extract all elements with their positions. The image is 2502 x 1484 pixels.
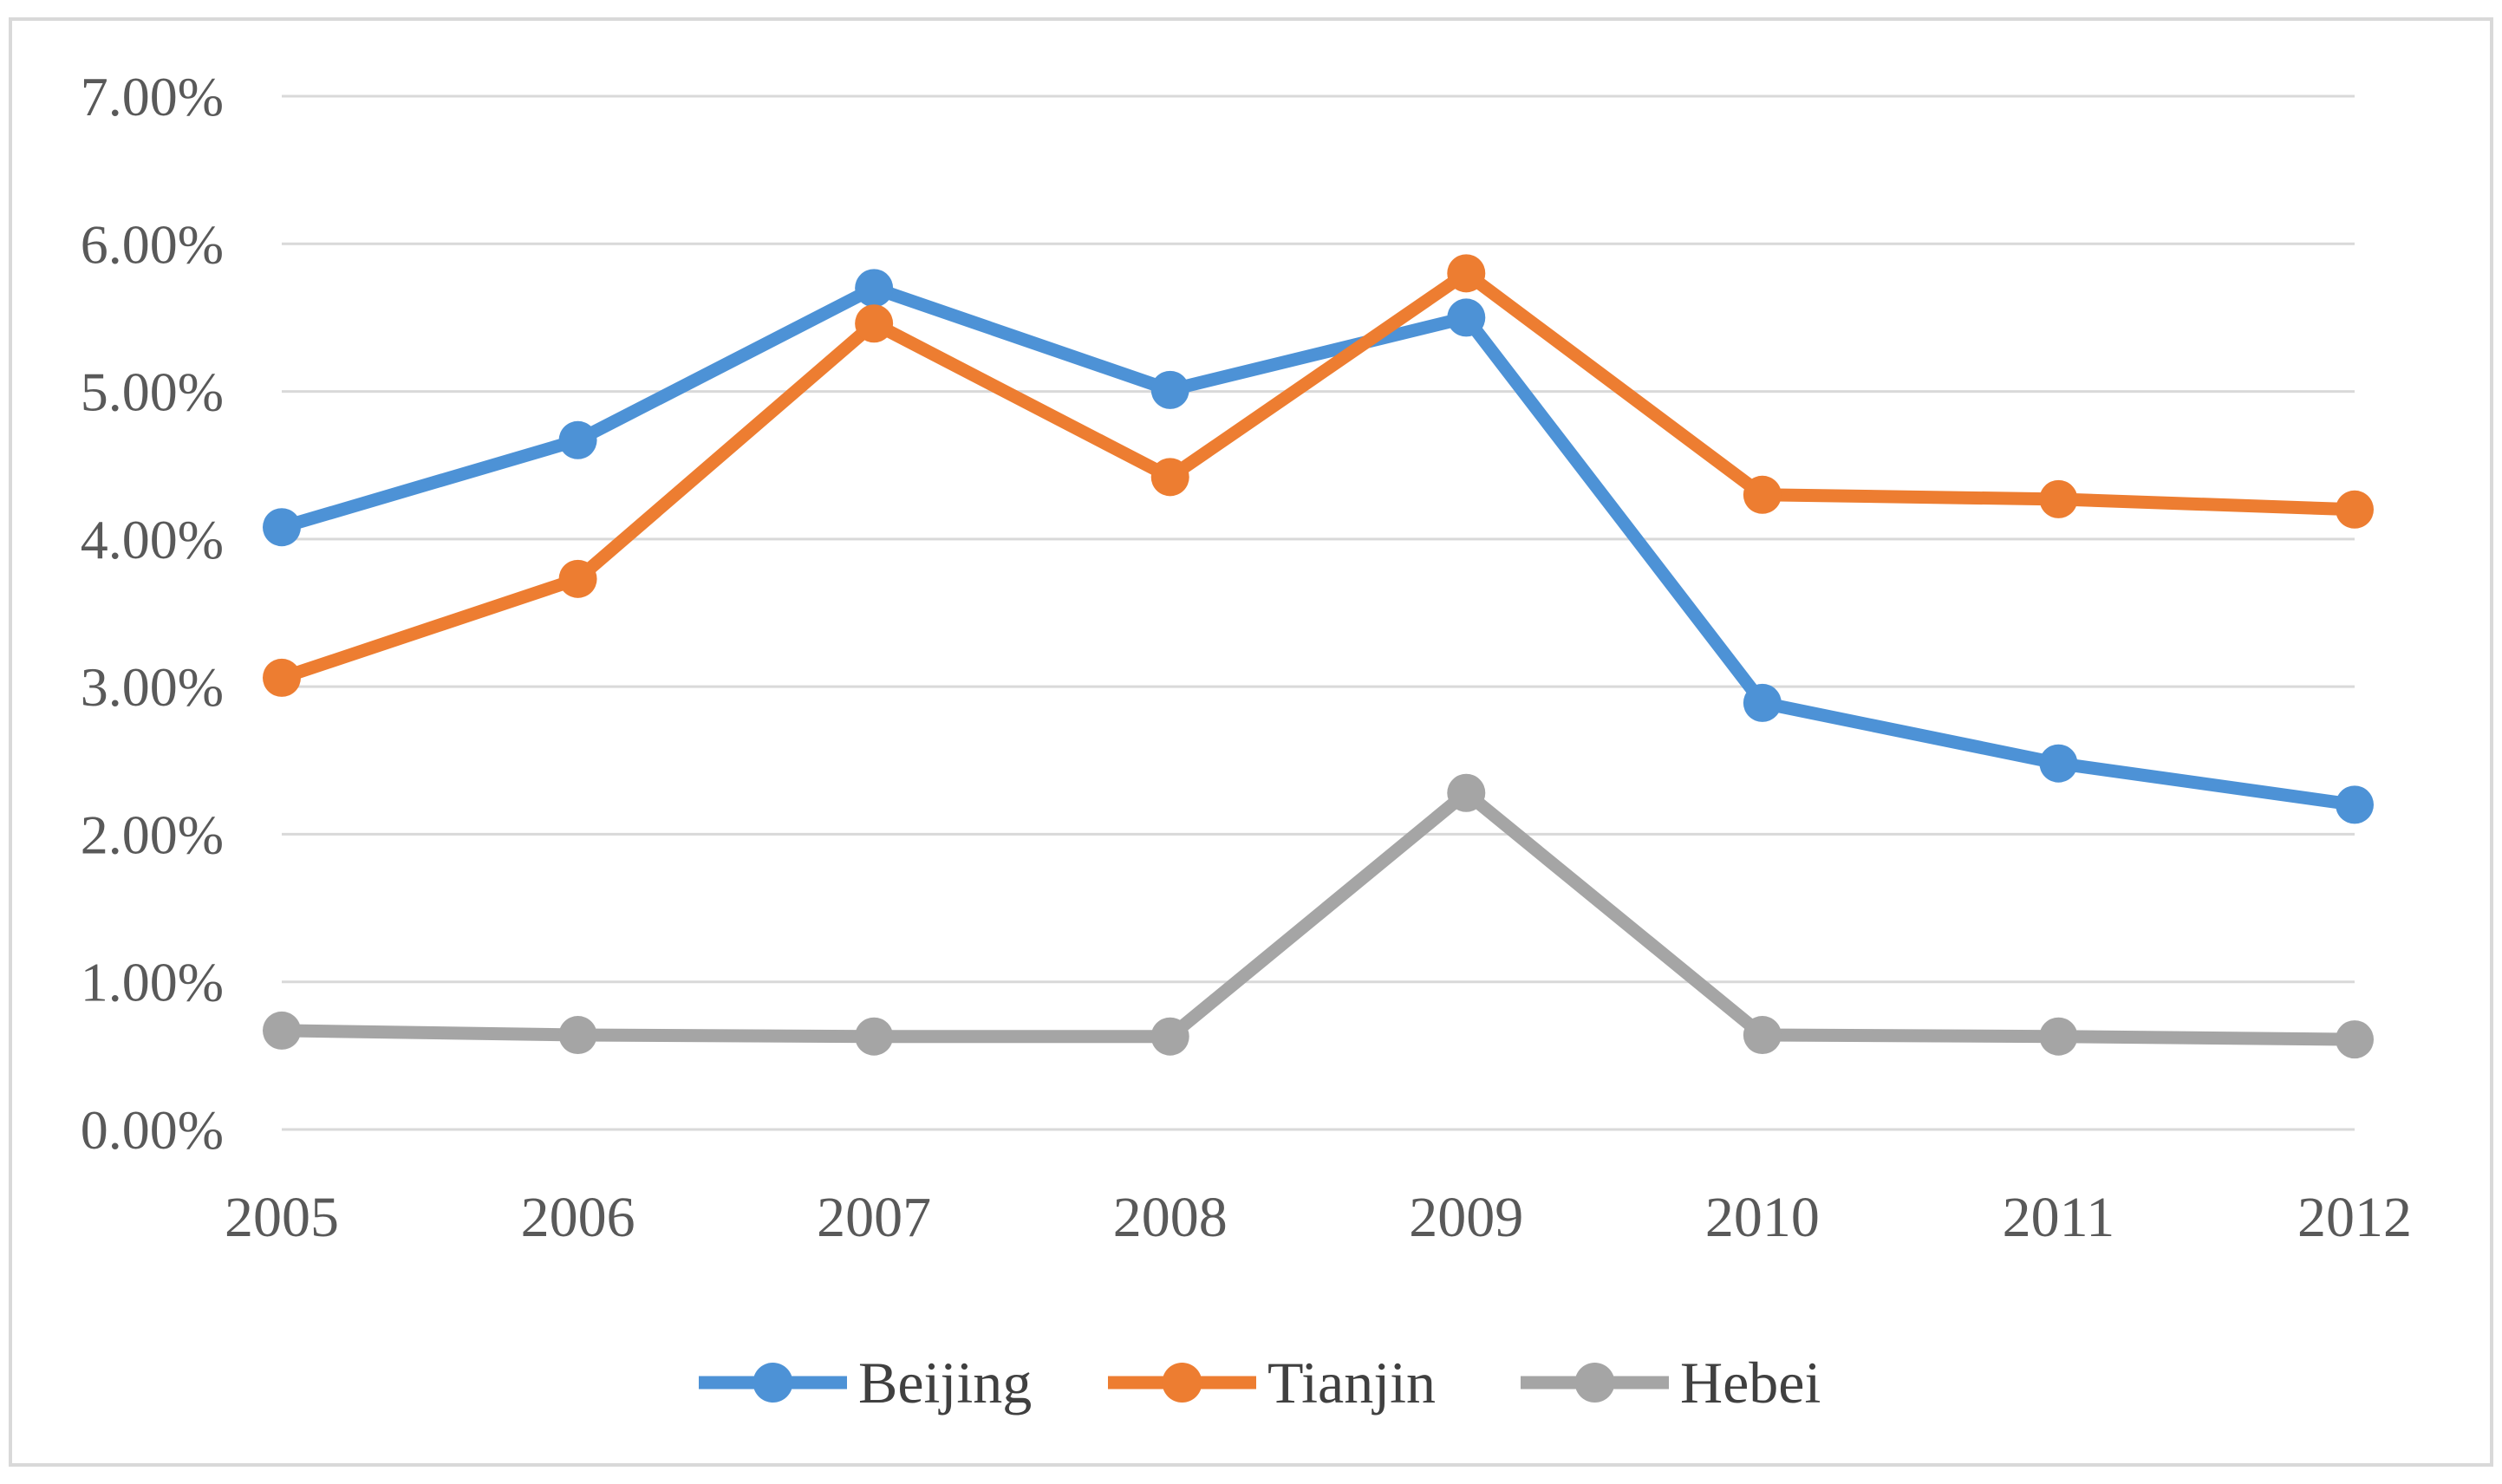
data-point-hebei-2006	[558, 1016, 597, 1055]
y-tick-label: 0.00%	[81, 1099, 224, 1161]
data-point-hebei-2012	[2336, 1020, 2374, 1059]
y-tick-label: 4.00%	[81, 509, 224, 570]
legend-marker-icon-beijing	[753, 1363, 793, 1403]
data-point-beijing-2011	[2039, 744, 2078, 783]
x-tick-label: 2012	[2297, 1186, 2412, 1249]
y-tick-label: 3.00%	[81, 656, 224, 718]
figure-border	[9, 17, 2493, 1467]
data-point-beijing-2012	[2336, 785, 2374, 824]
data-point-hebei-2011	[2039, 1017, 2078, 1056]
series-line-beijing	[275, 281, 2362, 811]
data-point-tianjin-2010	[1743, 475, 1782, 514]
data-point-tianjin-2009	[1447, 254, 1486, 293]
data-point-beijing-2010	[1743, 683, 1782, 722]
data-point-tianjin-2007	[855, 304, 894, 343]
series-line-tianjin	[275, 266, 2362, 685]
legend-label-tianjin: Tianjin	[1267, 1350, 1436, 1416]
legend-marker-icon-hebei	[1574, 1363, 1615, 1403]
data-point-hebei-2005	[263, 1011, 301, 1050]
data-point-beijing-2008	[1150, 370, 1189, 409]
data-point-beijing-2005	[263, 508, 301, 547]
data-point-beijing-2009	[1447, 298, 1486, 337]
x-tick-label: 2007	[817, 1186, 931, 1249]
legend-marker-icon-tianjin	[1162, 1363, 1202, 1403]
legend-label-hebei: Hebei	[1680, 1350, 1821, 1416]
data-point-hebei-2007	[855, 1017, 894, 1056]
y-tick-label: 1.00%	[81, 952, 224, 1013]
series-line-hebei	[275, 786, 2362, 1046]
y-tick-label: 7.00%	[81, 66, 224, 127]
y-tick-label: 5.00%	[81, 361, 224, 423]
x-tick-label: 2011	[2003, 1186, 2115, 1249]
y-tick-label: 6.00%	[81, 213, 224, 275]
x-tick-label: 2008	[1113, 1186, 1228, 1249]
x-tick-label: 2009	[1409, 1186, 1523, 1249]
data-point-hebei-2009	[1447, 773, 1486, 812]
legend-label-beijing: Beijing	[858, 1350, 1032, 1416]
data-point-tianjin-2006	[558, 559, 597, 598]
data-point-tianjin-2005	[263, 658, 301, 697]
data-point-beijing-2007	[855, 269, 894, 308]
y-tick-label: 2.00%	[81, 804, 224, 865]
x-tick-label: 2010	[1705, 1186, 1820, 1249]
data-point-tianjin-2008	[1150, 458, 1189, 497]
data-point-tianjin-2012	[2336, 490, 2374, 529]
data-point-beijing-2006	[558, 420, 597, 459]
x-tick-label: 2006	[521, 1186, 635, 1249]
x-tick-label: 2005	[225, 1186, 339, 1249]
data-point-hebei-2010	[1743, 1016, 1782, 1055]
data-point-hebei-2008	[1150, 1017, 1189, 1056]
data-point-tianjin-2011	[2039, 479, 2078, 518]
